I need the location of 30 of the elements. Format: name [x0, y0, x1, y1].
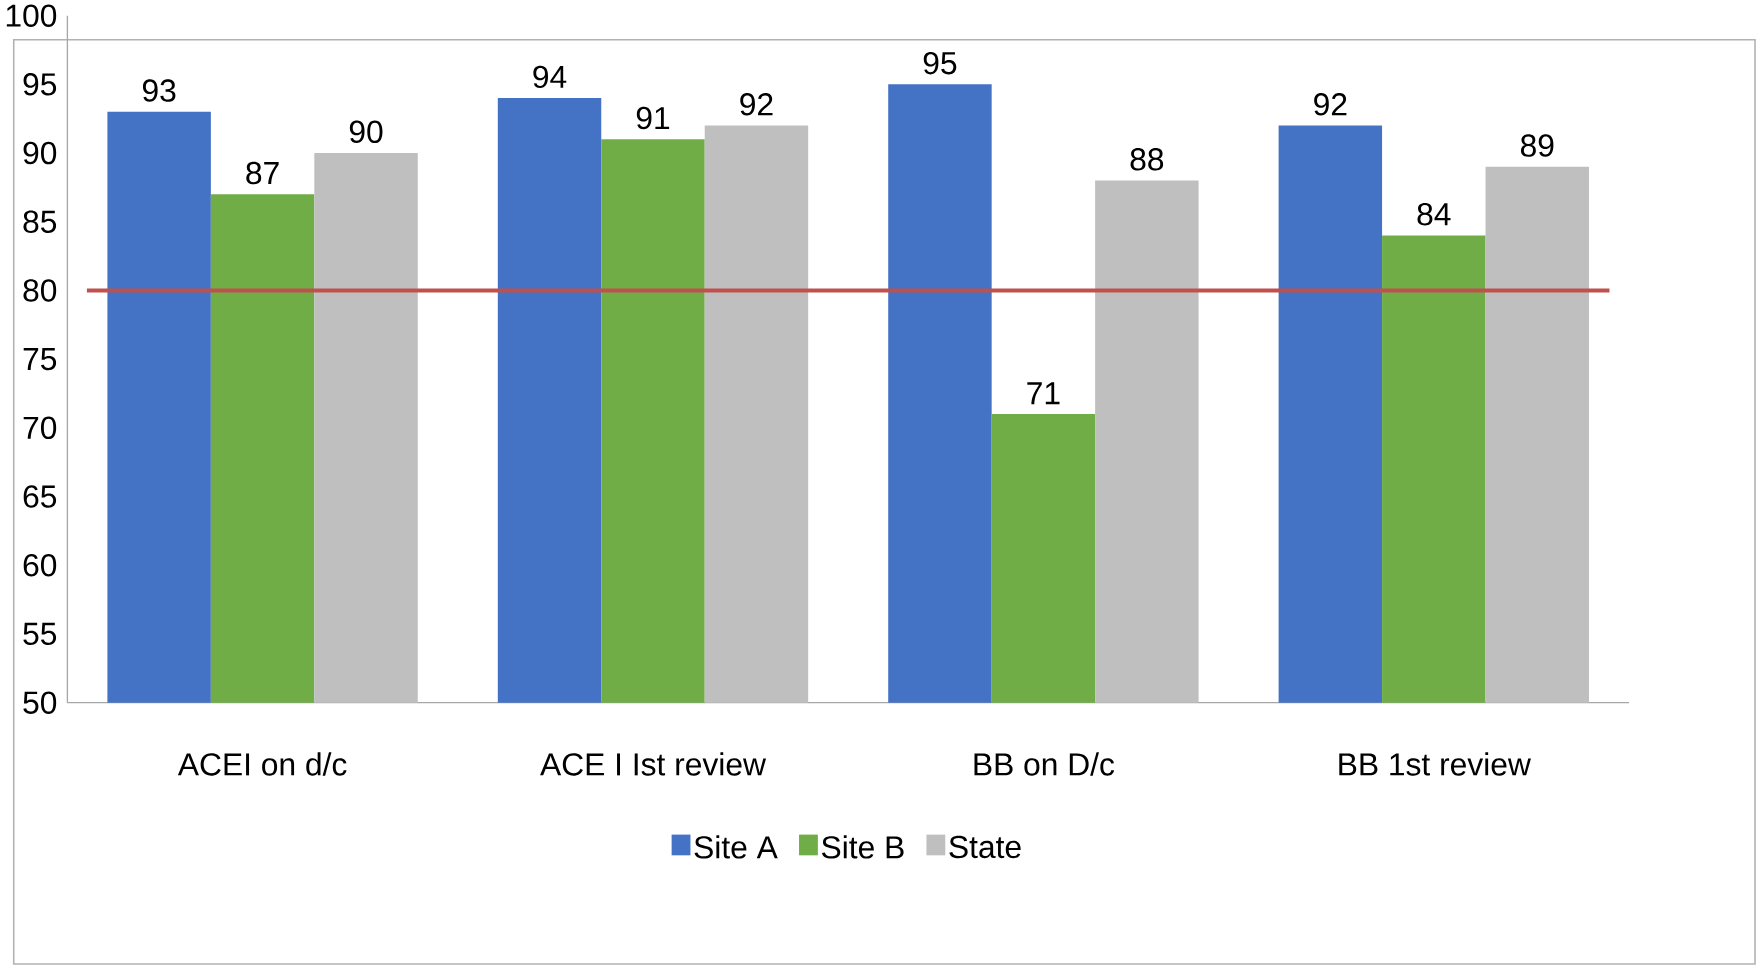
y-tick-label: 75: [23, 348, 57, 371]
data-label: 93: [142, 79, 176, 102]
data-label: 88: [1130, 148, 1164, 171]
y-tick-label: 80: [23, 279, 57, 302]
data-label: 71: [1027, 382, 1060, 405]
legend-label: State: [949, 835, 1021, 859]
data-label: 87: [246, 161, 279, 185]
data-label: 90: [349, 120, 383, 144]
x-tick-label: BB on D/c: [974, 752, 1115, 776]
data-label: 84: [1417, 203, 1451, 226]
x-tick-label: BB 1st review: [1339, 752, 1531, 776]
data-label: 91: [636, 106, 670, 130]
legend-label: Site B: [821, 835, 904, 859]
y-tick-label: 65: [23, 485, 57, 508]
y-tick-label: 50: [23, 691, 57, 714]
y-tick-label: 60: [23, 553, 57, 577]
data-label: 94: [533, 65, 567, 89]
data-label: 92: [1314, 93, 1347, 116]
legend-label: Site A: [694, 835, 778, 859]
x-tick-label: ACE I Ist review: [540, 752, 767, 776]
data-label: 89: [1520, 134, 1554, 157]
y-tick-label: 55: [23, 622, 57, 645]
x-tick-label: ACEI on d/c: [177, 752, 347, 776]
data-label: 92: [740, 93, 773, 116]
y-tick-label: 90: [23, 141, 57, 165]
y-tick-label: 85: [23, 210, 57, 233]
data-label: 95: [923, 51, 957, 75]
y-tick-label: 70: [23, 416, 57, 440]
y-tick-label: 95: [23, 73, 57, 96]
y-tick-label: 100: [6, 4, 57, 27]
